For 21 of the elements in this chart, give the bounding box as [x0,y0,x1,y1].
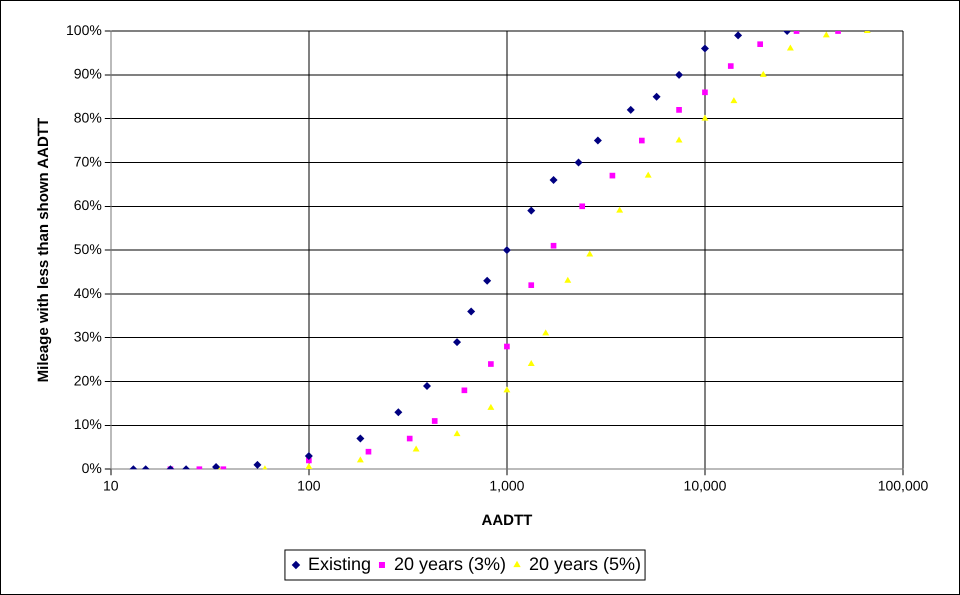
x-tick-label: 100,000 [878,477,929,494]
y-tick-label: 50% [74,240,102,257]
y-tick-label: 70% [74,153,102,170]
y-axis-title: Mileage with less than shown AADTT [35,118,52,382]
x-tick-label: 10,000 [684,477,727,494]
legend-label: Existing [308,554,371,574]
y-tick-label: 60% [74,197,102,214]
y-tick-label: 80% [74,110,102,126]
y-tick-label: 100% [66,22,102,38]
legend-label: 20 years (3%) [394,554,506,574]
x-tick-label: 100 [297,477,321,494]
y-tick-label: 10% [74,416,102,432]
y-tick-label: 20% [74,372,102,388]
y-tick-label: 40% [74,284,102,301]
legend-label: 20 years (5%) [529,554,642,574]
x-axis-title: AADTT [481,512,532,530]
x-tick-label: 1,000 [489,477,525,494]
y-tick-label: 0% [82,460,102,476]
x-tick-label: 10 [103,477,119,494]
y-tick-label: 30% [74,328,102,345]
y-tick-label: 90% [74,66,102,82]
